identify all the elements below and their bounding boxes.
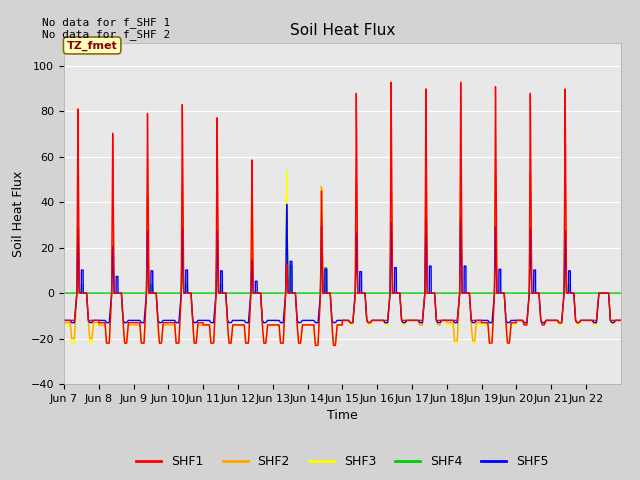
SHF4 bbox=[60, 290, 68, 296]
Line: SHF1: SHF1 bbox=[64, 82, 621, 346]
SHF1 bbox=[364, 318, 371, 324]
SHF2 bbox=[364, 318, 371, 324]
SHF3 bbox=[523, 322, 531, 328]
SHF1 bbox=[617, 317, 625, 323]
SHF2 bbox=[60, 320, 68, 325]
Text: TZ_fmet: TZ_fmet bbox=[67, 40, 118, 50]
Line: SHF5: SHF5 bbox=[64, 204, 621, 323]
Title: Soil Heat Flux: Soil Heat Flux bbox=[290, 23, 395, 38]
SHF5 bbox=[175, 312, 183, 317]
SHF4 bbox=[617, 290, 625, 296]
Text: No data for f_SHF 2: No data for f_SHF 2 bbox=[42, 29, 170, 40]
SHF5 bbox=[60, 317, 68, 323]
SHF3 bbox=[364, 319, 371, 324]
SHF1 bbox=[312, 343, 319, 348]
SHF4 bbox=[523, 290, 531, 296]
X-axis label: Time: Time bbox=[327, 409, 358, 422]
SHF4 bbox=[175, 290, 183, 296]
SHF2 bbox=[393, 290, 401, 296]
SHF1 bbox=[393, 290, 401, 296]
SHF2 bbox=[387, 164, 395, 169]
SHF5 bbox=[283, 202, 291, 207]
Line: SHF2: SHF2 bbox=[64, 167, 621, 343]
SHF3 bbox=[68, 340, 76, 346]
SHF2 bbox=[495, 290, 503, 296]
SHF5 bbox=[364, 318, 371, 324]
SHF4 bbox=[364, 290, 371, 296]
SHF4 bbox=[283, 213, 291, 218]
SHF3 bbox=[175, 326, 183, 332]
SHF4 bbox=[495, 290, 503, 296]
SHF5 bbox=[393, 290, 401, 296]
SHF3 bbox=[393, 290, 401, 296]
SHF3 bbox=[617, 317, 625, 323]
SHF1 bbox=[495, 290, 503, 296]
SHF5 bbox=[495, 266, 503, 272]
SHF3 bbox=[60, 322, 68, 328]
SHF1 bbox=[537, 318, 545, 324]
SHF2 bbox=[617, 317, 625, 323]
SHF1 bbox=[175, 329, 183, 335]
SHF3 bbox=[537, 318, 545, 324]
SHF5 bbox=[617, 317, 625, 323]
SHF1 bbox=[523, 322, 531, 328]
SHF2 bbox=[175, 326, 183, 332]
SHF1 bbox=[60, 317, 68, 323]
Text: No data for f_SHF 1: No data for f_SHF 1 bbox=[42, 17, 170, 28]
Line: SHF3: SHF3 bbox=[64, 160, 621, 343]
SHF3 bbox=[495, 290, 503, 296]
Y-axis label: Soil Heat Flux: Soil Heat Flux bbox=[12, 170, 25, 257]
SHF5 bbox=[523, 320, 531, 325]
SHF4 bbox=[537, 290, 545, 296]
SHF3 bbox=[248, 157, 256, 163]
SHF4 bbox=[393, 290, 401, 296]
Line: SHF4: SHF4 bbox=[64, 216, 621, 293]
SHF5 bbox=[68, 320, 76, 325]
SHF5 bbox=[537, 318, 545, 324]
Legend: SHF1, SHF2, SHF3, SHF4, SHF5: SHF1, SHF2, SHF3, SHF4, SHF5 bbox=[131, 450, 554, 473]
SHF2 bbox=[523, 322, 531, 328]
SHF2 bbox=[537, 318, 545, 324]
SHF2 bbox=[102, 340, 110, 346]
SHF1 bbox=[387, 79, 395, 85]
